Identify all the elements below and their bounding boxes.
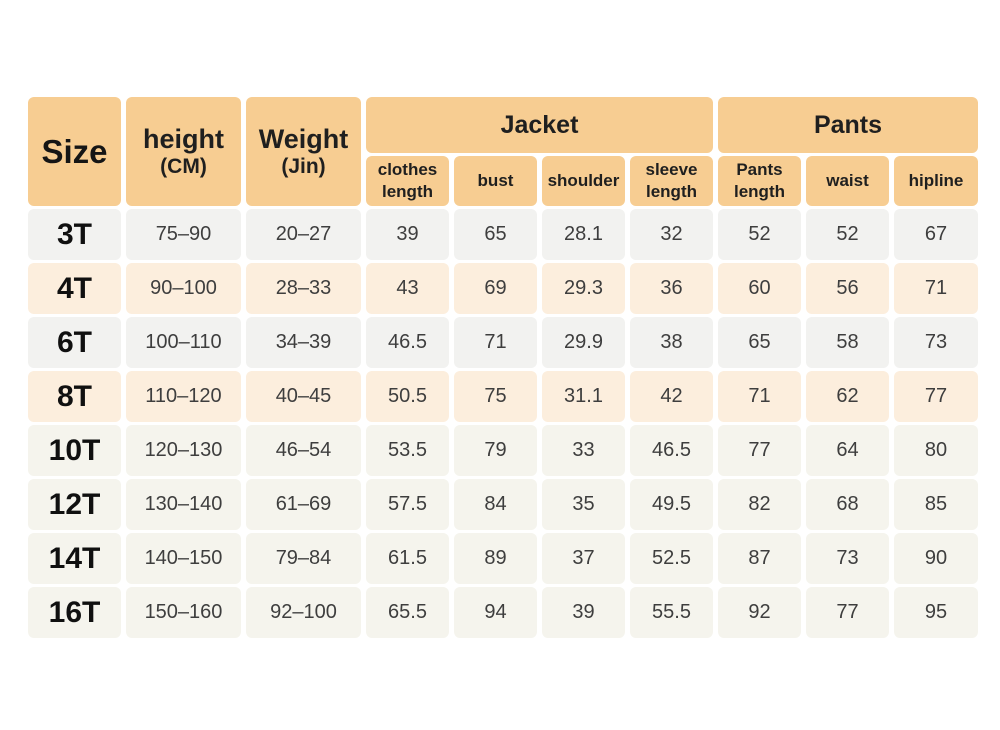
header-sleeve-length: sleeve length [630,156,713,206]
value-cell: 90–100 [126,263,241,314]
value-cell: 75–90 [126,209,241,260]
value-cell: 32 [630,209,713,260]
value-cell: 34–39 [246,317,361,368]
row-size-label: 16T [28,587,121,638]
value-cell: 60 [718,263,801,314]
value-cell: 65.5 [366,587,449,638]
value-cell: 120–130 [126,425,241,476]
header-waist: waist [806,156,889,206]
value-cell: 61–69 [246,479,361,530]
value-cell: 57.5 [366,479,449,530]
value-cell: 110–120 [126,371,241,422]
row-size-label: 6T [28,317,121,368]
value-cell: 37 [542,533,625,584]
value-cell: 68 [806,479,889,530]
value-cell: 53.5 [366,425,449,476]
header-weight-unit: (Jin) [281,154,326,178]
value-cell: 75 [454,371,537,422]
value-cell: 52 [806,209,889,260]
value-cell: 100–110 [126,317,241,368]
value-cell: 28.1 [542,209,625,260]
value-cell: 29.9 [542,317,625,368]
value-cell: 87 [718,533,801,584]
value-cell: 29.3 [542,263,625,314]
value-cell: 77 [806,587,889,638]
value-cell: 39 [366,209,449,260]
value-cell: 89 [454,533,537,584]
value-cell: 130–140 [126,479,241,530]
row-size-label: 3T [28,209,121,260]
value-cell: 140–150 [126,533,241,584]
header-bust: bust [454,156,537,206]
value-cell: 90 [894,533,978,584]
row-size-label: 4T [28,263,121,314]
value-cell: 67 [894,209,978,260]
value-cell: 79–84 [246,533,361,584]
header-height-main: height [143,123,224,154]
value-cell: 80 [894,425,978,476]
row-size-label: 14T [28,533,121,584]
value-cell: 52.5 [630,533,713,584]
header-height-unit: (CM) [160,154,207,178]
value-cell: 92–100 [246,587,361,638]
value-cell: 58 [806,317,889,368]
value-cell: 73 [806,533,889,584]
value-cell: 36 [630,263,713,314]
value-cell: 94 [454,587,537,638]
value-cell: 71 [454,317,537,368]
value-cell: 85 [894,479,978,530]
header-shoulder: shoulder [542,156,625,206]
value-cell: 64 [806,425,889,476]
header-group-pants: Pants [718,97,978,153]
value-cell: 84 [454,479,537,530]
value-cell: 65 [718,317,801,368]
header-hipline: hipline [894,156,978,206]
value-cell: 43 [366,263,449,314]
value-cell: 77 [718,425,801,476]
value-cell: 62 [806,371,889,422]
value-cell: 52 [718,209,801,260]
row-size-label: 8T [28,371,121,422]
value-cell: 49.5 [630,479,713,530]
row-size-label: 10T [28,425,121,476]
value-cell: 77 [894,371,978,422]
header-pants-length: Pants length [718,156,801,206]
value-cell: 150–160 [126,587,241,638]
value-cell: 56 [806,263,889,314]
value-cell: 42 [630,371,713,422]
value-cell: 79 [454,425,537,476]
row-size-label: 12T [28,479,121,530]
value-cell: 92 [718,587,801,638]
header-clothes-length: clothes length [366,156,449,206]
value-cell: 40–45 [246,371,361,422]
value-cell: 39 [542,587,625,638]
size-chart-table: Size height (CM) Weight (Jin) Jacket Pan… [28,97,978,638]
value-cell: 46–54 [246,425,361,476]
value-cell: 55.5 [630,587,713,638]
value-cell: 20–27 [246,209,361,260]
value-cell: 65 [454,209,537,260]
header-height: height (CM) [126,97,241,206]
value-cell: 73 [894,317,978,368]
value-cell: 35 [542,479,625,530]
value-cell: 50.5 [366,371,449,422]
header-group-jacket: Jacket [366,97,713,153]
value-cell: 71 [718,371,801,422]
value-cell: 61.5 [366,533,449,584]
value-cell: 46.5 [366,317,449,368]
value-cell: 95 [894,587,978,638]
value-cell: 71 [894,263,978,314]
value-cell: 69 [454,263,537,314]
header-weight-main: Weight [258,123,349,154]
value-cell: 46.5 [630,425,713,476]
value-cell: 31.1 [542,371,625,422]
header-weight: Weight (Jin) [246,97,361,206]
value-cell: 28–33 [246,263,361,314]
value-cell: 38 [630,317,713,368]
value-cell: 82 [718,479,801,530]
value-cell: 33 [542,425,625,476]
header-size: Size [28,97,121,206]
